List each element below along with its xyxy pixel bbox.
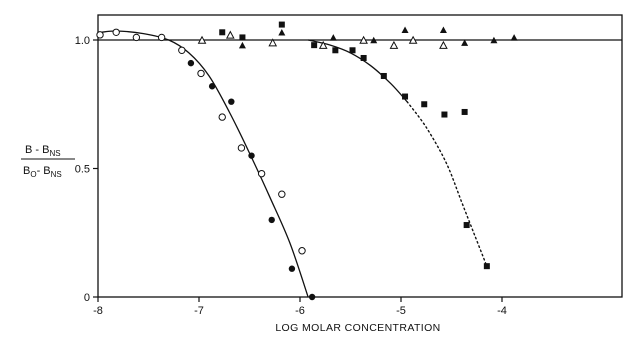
- data-point-open-triangle: [439, 40, 448, 49]
- data-point-open-triangle: [225, 30, 235, 39]
- y-label-denominator: BO- BNS: [23, 165, 62, 179]
- data-point-filled-circle: [187, 59, 195, 67]
- y-label-numerator: B - BNS: [25, 144, 61, 158]
- plot-frame: [97, 14, 623, 298]
- data-point-filled-square: [239, 34, 246, 41]
- data-point-filled-triangle: [370, 36, 378, 44]
- data-point-open-circle: [237, 144, 246, 152]
- data-point-filled-circle: [208, 83, 216, 90]
- data-point-filled-square: [311, 42, 318, 49]
- data-point-filled-circle: [288, 265, 296, 272]
- data-point-filled-square: [441, 111, 448, 118]
- data-point-filled-square: [421, 101, 428, 108]
- y-tick-label: 0: [84, 292, 90, 304]
- data-point-filled-triangle: [510, 34, 518, 41]
- x-tick-label: -4: [497, 305, 507, 317]
- y-axis-label: B - BNS BO- BNS: [21, 144, 75, 179]
- data-point-filled-circle: [228, 98, 235, 105]
- data-point-filled-circle: [308, 293, 316, 301]
- plot-border: [97, 14, 623, 298]
- x-tick-label: -8: [93, 305, 103, 317]
- data-point-filled-triangle: [329, 34, 337, 41]
- data-point-filled-triangle: [401, 26, 409, 33]
- data-point-open-triangle: [408, 35, 418, 44]
- dotted-fit-curve: [406, 101, 488, 267]
- data-point-filled-square: [380, 72, 387, 79]
- data-point-filled-square: [461, 108, 468, 115]
- data-point-open-triangle: [268, 38, 278, 47]
- data-point-open-circle: [112, 28, 120, 36]
- data-point-filled-triangle: [238, 41, 246, 49]
- x-tick-label: -6: [295, 305, 305, 317]
- data-point-filled-square: [402, 93, 409, 100]
- solid-fit-curve: [307, 39, 408, 103]
- data-point-filled-square: [463, 222, 470, 229]
- solid-fit-curve: [100, 30, 309, 298]
- data-point-open-circle: [157, 33, 166, 42]
- data-point-filled-square: [349, 47, 356, 54]
- x-axis-label: LOG MOLAR CONCENTRATION: [275, 322, 440, 334]
- x-tick-label: -5: [396, 305, 406, 317]
- data-point-filled-triangle: [490, 36, 498, 44]
- data-point-filled-circle: [268, 216, 275, 224]
- data-point-filled-square: [278, 21, 285, 28]
- y-tick-label: 0.5: [75, 164, 90, 176]
- data-point-filled-triangle: [278, 29, 286, 36]
- fit-curves: [100, 30, 488, 298]
- data-point-filled-circle: [248, 152, 255, 159]
- data-point-open-triangle: [197, 35, 207, 44]
- data-points: [96, 21, 518, 301]
- data-point-open-circle: [278, 190, 286, 198]
- x-tick-label: -7: [194, 305, 204, 317]
- data-point-filled-square: [483, 263, 490, 270]
- x-axis-ticks: -8 -7 -6 -5 -4: [93, 297, 507, 317]
- data-point-filled-square: [360, 54, 367, 61]
- data-point-open-triangle: [359, 35, 368, 44]
- data-point-filled-triangle: [461, 39, 469, 46]
- data-point-open-triangle: [389, 40, 399, 49]
- y-axis-ticks: 0 0.5 1.0: [75, 35, 98, 304]
- data-point-open-triangle: [318, 40, 328, 49]
- data-point-open-circle: [96, 31, 104, 39]
- data-point-filled-square: [219, 29, 226, 36]
- data-point-open-circle: [298, 247, 306, 255]
- y-tick-label: 1.0: [75, 35, 90, 47]
- data-point-open-circle: [178, 46, 186, 54]
- data-point-filled-square: [332, 47, 339, 54]
- data-point-open-circle: [218, 113, 226, 121]
- data-point-filled-triangle: [439, 26, 447, 33]
- data-point-open-circle: [257, 169, 266, 178]
- data-point-open-circle: [197, 69, 205, 78]
- data-point-open-circle: [132, 33, 141, 42]
